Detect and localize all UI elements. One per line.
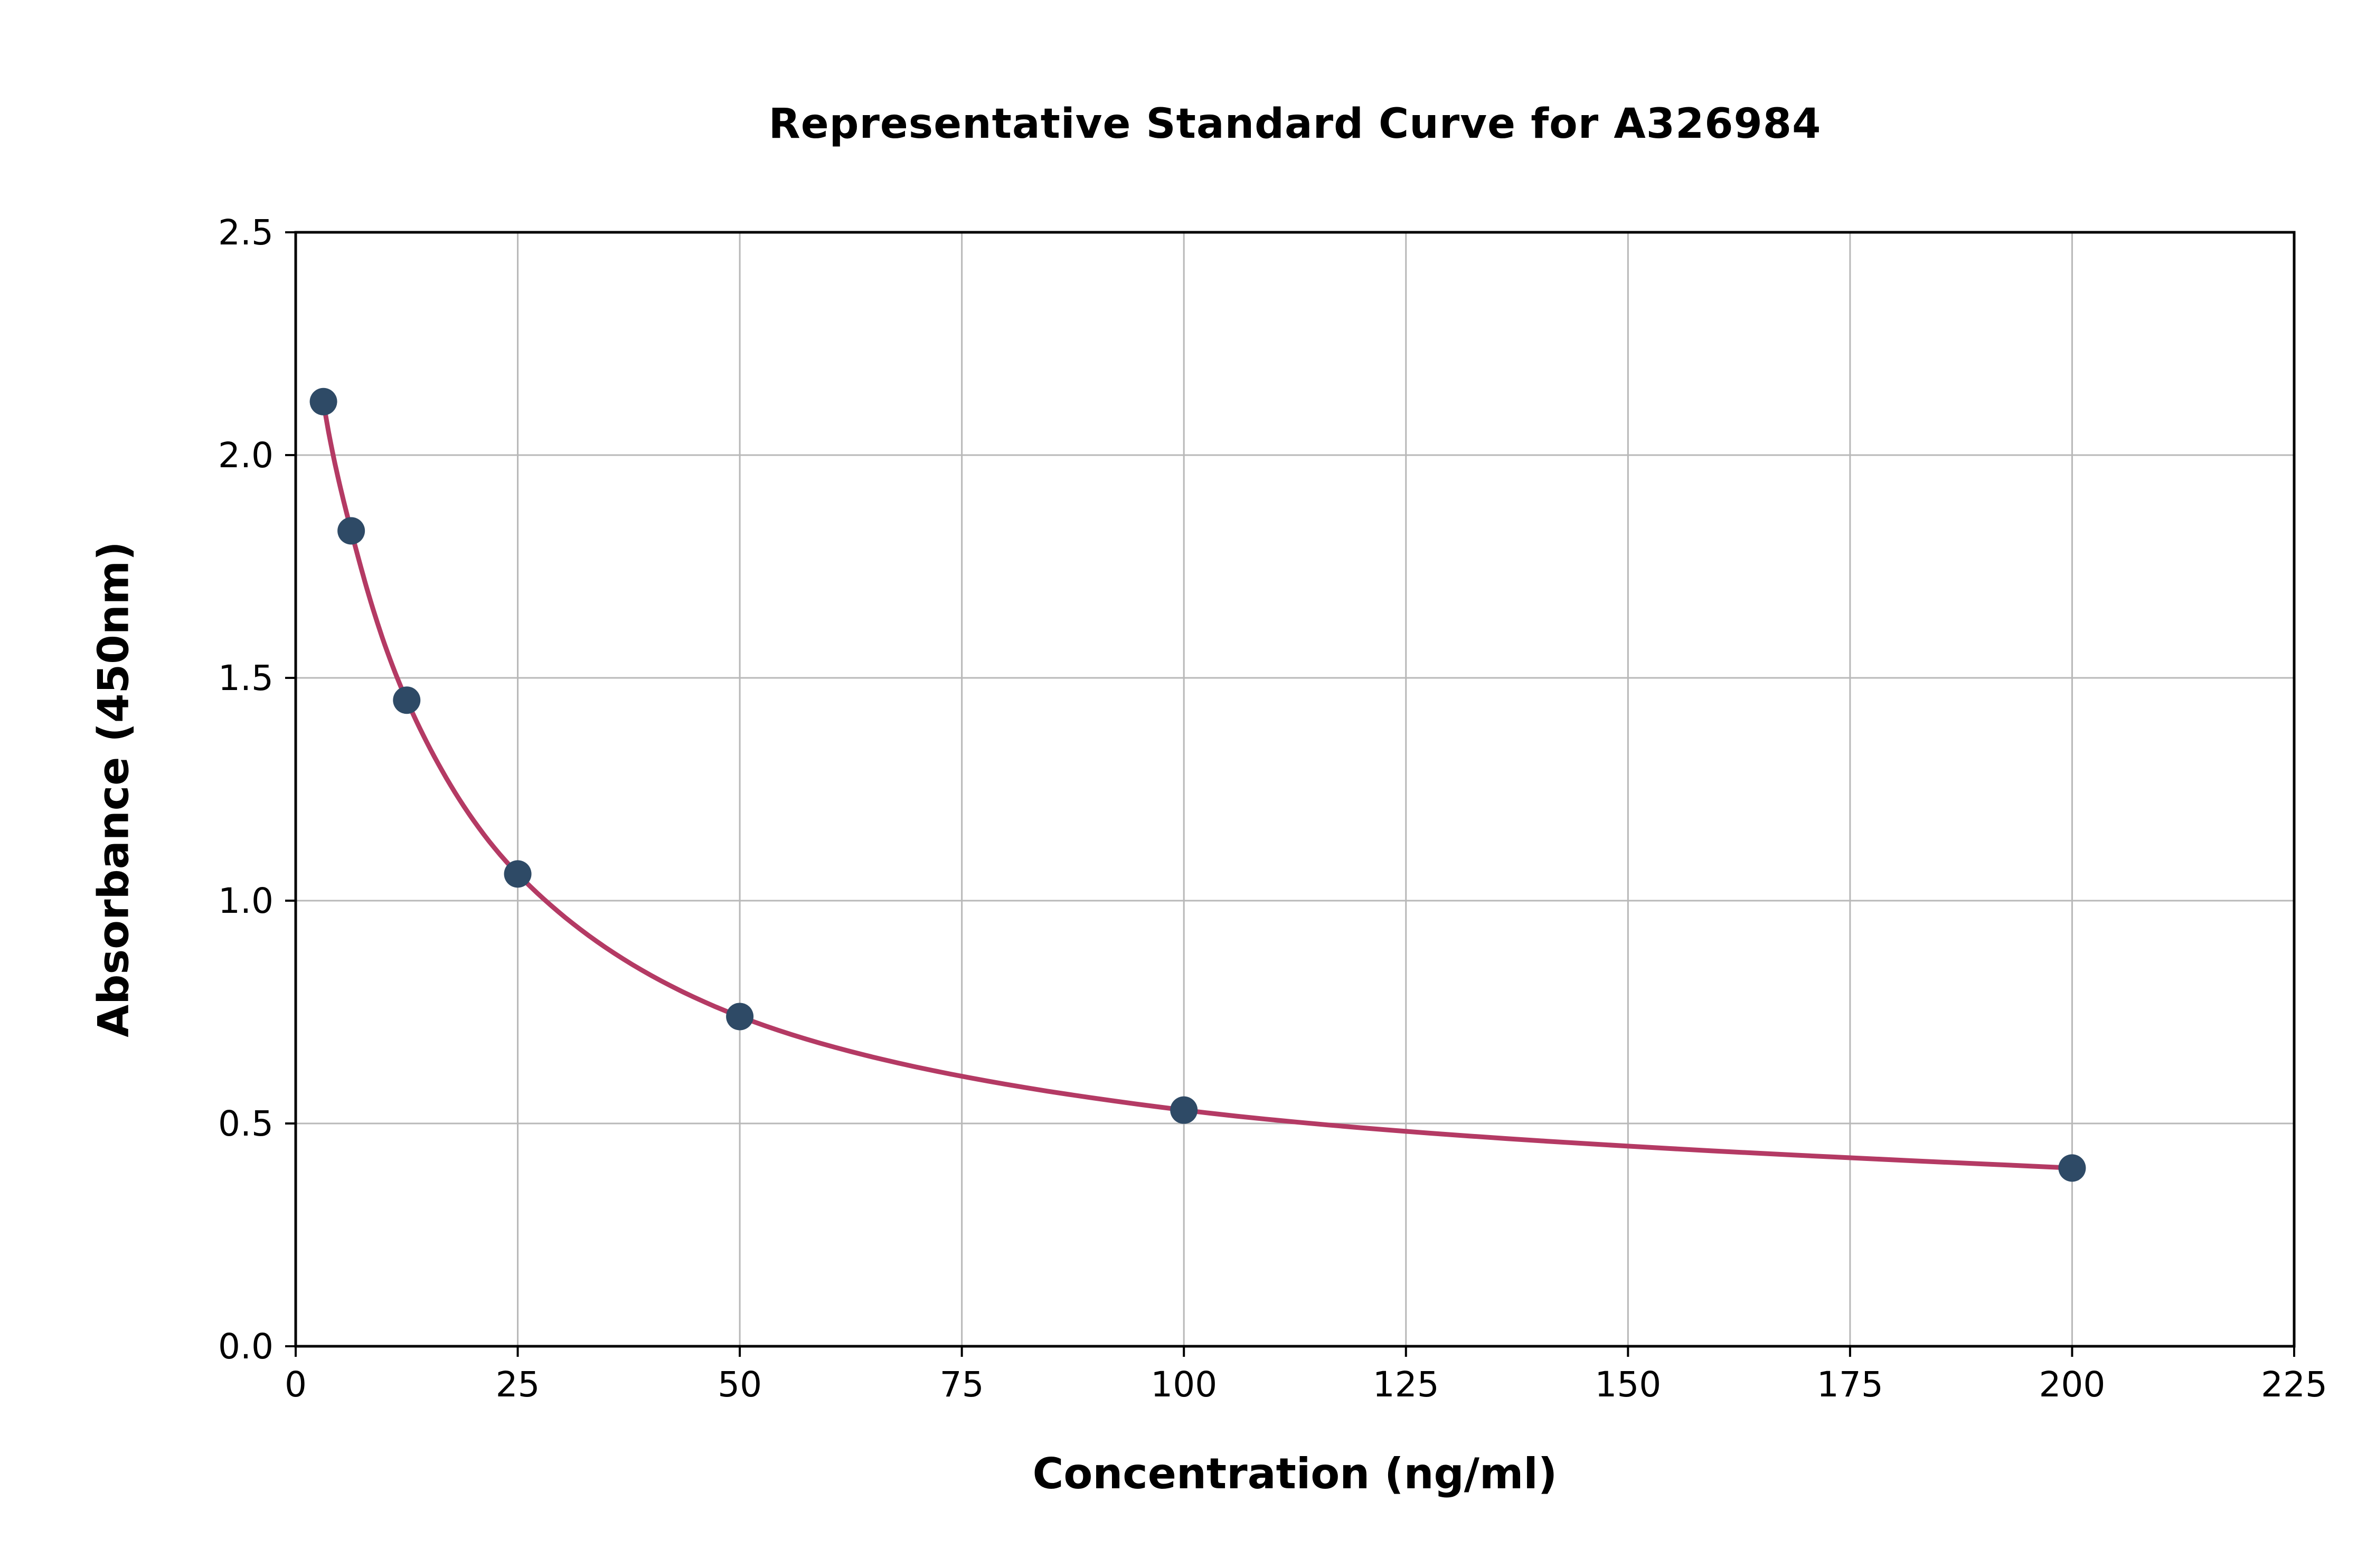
y-tick-label: 0.5: [218, 1103, 274, 1144]
x-tick-label: 200: [2039, 1364, 2105, 1405]
x-tick-label: 125: [1373, 1364, 1439, 1405]
data-point: [309, 388, 337, 415]
x-tick-label: 50: [718, 1364, 762, 1405]
y-tick-label: 1.5: [218, 658, 274, 698]
x-axis-label: Concentration (ng/ml): [1032, 1449, 1558, 1498]
y-tick-label: 0.0: [218, 1326, 274, 1367]
plot-border: [294, 231, 2296, 1348]
data-point: [726, 1003, 754, 1031]
data-point: [1170, 1096, 1198, 1124]
x-tick-label: 25: [496, 1364, 540, 1405]
y-tick-label: 1.0: [218, 881, 274, 921]
x-tick-label: 0: [285, 1364, 307, 1405]
x-tick-label: 100: [1151, 1364, 1217, 1405]
x-tick-label: 225: [2261, 1364, 2327, 1405]
data-point: [393, 686, 421, 714]
data-point: [2058, 1154, 2086, 1182]
y-tick-label: 2.0: [218, 435, 274, 476]
x-tick-label: 150: [1595, 1364, 1661, 1405]
x-tick-label: 75: [940, 1364, 984, 1405]
standard-curve-line: [321, 399, 2075, 1170]
x-tick-label: 175: [1817, 1364, 1883, 1405]
y-tick-label: 2.5: [218, 212, 274, 253]
data-point: [337, 517, 365, 545]
data-point: [504, 860, 532, 888]
chart-title: Representative Standard Curve for A32698…: [768, 100, 1822, 148]
